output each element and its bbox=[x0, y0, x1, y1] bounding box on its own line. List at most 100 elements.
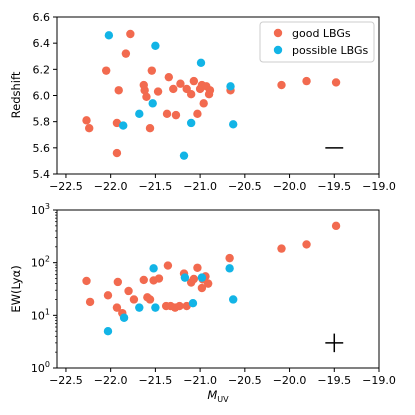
ew-x-tick-label: −21.5 bbox=[139, 374, 173, 387]
legend-marker-good-lbgs bbox=[273, 28, 283, 38]
good-lbg-point bbox=[153, 87, 163, 96]
redshift-x-tick-label: −20.0 bbox=[273, 180, 307, 193]
possible-lbg-point bbox=[188, 298, 198, 308]
ew-y-tick-label: 101 bbox=[31, 307, 50, 322]
possible-lbg-point bbox=[149, 264, 158, 273]
ew-x-tick-label: −19.0 bbox=[362, 374, 396, 387]
redshift-y-tick-label: 6.2 bbox=[33, 63, 51, 76]
good-lbg-point bbox=[162, 109, 172, 119]
ew-x-tick-label: −21.0 bbox=[183, 374, 217, 387]
tick-exponent: 2 bbox=[45, 255, 50, 264]
ew-error-bar bbox=[325, 333, 344, 353]
redshift-x-tick-label: −19.5 bbox=[317, 180, 351, 193]
good-lbg-point bbox=[85, 124, 94, 133]
possible-lbg-point bbox=[151, 41, 160, 50]
tick-exponent: 3 bbox=[45, 202, 50, 211]
legend-label-possible-lbgs: possible LBGs bbox=[292, 44, 369, 57]
good-lbg-point bbox=[277, 244, 286, 253]
redshift-y-axis-label: Redshift bbox=[9, 71, 23, 118]
possible-lbg-point bbox=[226, 82, 235, 91]
good-lbg-point bbox=[142, 92, 151, 102]
good-lbg-point bbox=[154, 274, 164, 283]
ew-x-tick-label: −22.5 bbox=[49, 374, 83, 387]
good-lbg-point bbox=[205, 86, 215, 95]
good-lbg-point bbox=[331, 221, 341, 231]
ew-y-tick-label: 102 bbox=[31, 255, 50, 270]
good-lbg-point bbox=[112, 148, 122, 158]
good-lbg-point bbox=[171, 110, 181, 120]
good-lbg-point bbox=[140, 86, 149, 95]
redshift-y-tick-label: 6.4 bbox=[33, 37, 51, 50]
ew-y-tick-label: 103 bbox=[31, 202, 50, 217]
legend-marker-possible-lbgs bbox=[273, 45, 283, 55]
redshift-y-tick-label: 5.6 bbox=[33, 142, 51, 155]
good-lbg-point bbox=[169, 84, 178, 94]
possible-lbg-point bbox=[151, 303, 160, 312]
possible-lbg-point bbox=[135, 109, 144, 119]
ew-x-ticks: −22.5 −22.0 −21.5 −21.0 −20.5 −20.0 −19.5 −19.0 bbox=[49, 368, 396, 387]
good-lbg-point bbox=[199, 99, 208, 108]
redshift-y-tick-label: 6.0 bbox=[33, 90, 51, 103]
tick-base: 10 bbox=[31, 257, 45, 270]
ew-x-axis-label: MUV bbox=[207, 388, 229, 404]
good-lbg-point bbox=[203, 279, 213, 288]
good-lbg-point bbox=[186, 89, 196, 99]
redshift-x-tick-label: −22.0 bbox=[94, 180, 128, 193]
possible-lbg-point bbox=[179, 151, 189, 160]
good-lbg-point bbox=[189, 76, 199, 86]
redshift-points bbox=[82, 29, 341, 160]
tick-base: 10 bbox=[31, 309, 45, 322]
good-lbg-point bbox=[126, 29, 135, 39]
good-lbg-point bbox=[197, 283, 207, 293]
redshift-y-tick-label: 5.8 bbox=[33, 116, 51, 129]
legend: good LBGs possible LBGs bbox=[259, 21, 375, 63]
good-lbg-point bbox=[113, 277, 123, 287]
possible-lbg-point bbox=[196, 58, 206, 67]
good-lbg-point bbox=[147, 66, 157, 75]
good-lbg-point bbox=[139, 275, 148, 285]
possible-lbg-point bbox=[186, 118, 196, 128]
tick-exponent: 0 bbox=[45, 360, 50, 369]
good-lbg-point bbox=[331, 78, 341, 87]
good-lbg-point bbox=[175, 301, 184, 311]
possible-lbg-point bbox=[119, 313, 129, 322]
good-lbg-point bbox=[145, 124, 155, 133]
redshift-x-tick-label: −20.5 bbox=[228, 180, 262, 193]
legend-label-good-lbgs: good LBGs bbox=[292, 27, 351, 40]
good-lbg-point bbox=[101, 66, 111, 75]
ew-y-tick-label: 100 bbox=[31, 360, 50, 375]
ew-x-tick-label: −20.5 bbox=[228, 374, 262, 387]
good-lbg-point bbox=[145, 295, 155, 304]
redshift-x-tick-label: −22.5 bbox=[49, 180, 83, 193]
good-lbg-point bbox=[124, 286, 133, 296]
possible-lbg-point bbox=[148, 99, 157, 108]
good-lbg-point bbox=[129, 295, 139, 304]
redshift-y-ticks: 5.4 5.6 5.8 6.0 6.2 6.4 6.6 bbox=[33, 11, 57, 181]
good-lbg-point bbox=[114, 86, 123, 95]
good-lbg-point bbox=[302, 240, 311, 249]
possible-lbg-point bbox=[229, 295, 238, 304]
ew-y-axis-label: EW(Lyα) bbox=[9, 265, 23, 312]
redshift-x-tick-label: −21.5 bbox=[139, 180, 173, 193]
possible-lbg-point bbox=[118, 121, 128, 130]
good-lbg-point bbox=[164, 72, 174, 82]
redshift-y-tick-label: 5.4 bbox=[33, 168, 51, 181]
tick-exponent: 1 bbox=[45, 307, 50, 316]
good-lbg-point bbox=[85, 297, 95, 307]
ew-plot-frame bbox=[56, 209, 380, 369]
ew-points bbox=[82, 221, 341, 336]
legend-box bbox=[259, 21, 375, 63]
good-lbg-point bbox=[82, 116, 91, 125]
good-lbg-point bbox=[112, 303, 122, 312]
ew-x-tick-label: −19.5 bbox=[317, 374, 351, 387]
ew-panel: −22.5 −22.0 −21.5 −21.0 −20.5 −20.0 −19.5 −19.0… bbox=[9, 202, 396, 404]
good-lbg-point bbox=[225, 253, 234, 263]
good-lbg-point bbox=[193, 109, 202, 119]
redshift-x-ticks: −22.5 −22.0 −21.5 −21.0 −20.5 −20.0 −19.5 −19.0 bbox=[49, 174, 396, 193]
ew-x-tick-label: −22.0 bbox=[94, 374, 128, 387]
good-lbg-point bbox=[163, 261, 173, 270]
tick-base: 10 bbox=[31, 362, 45, 375]
good-lbg-point bbox=[176, 79, 185, 88]
